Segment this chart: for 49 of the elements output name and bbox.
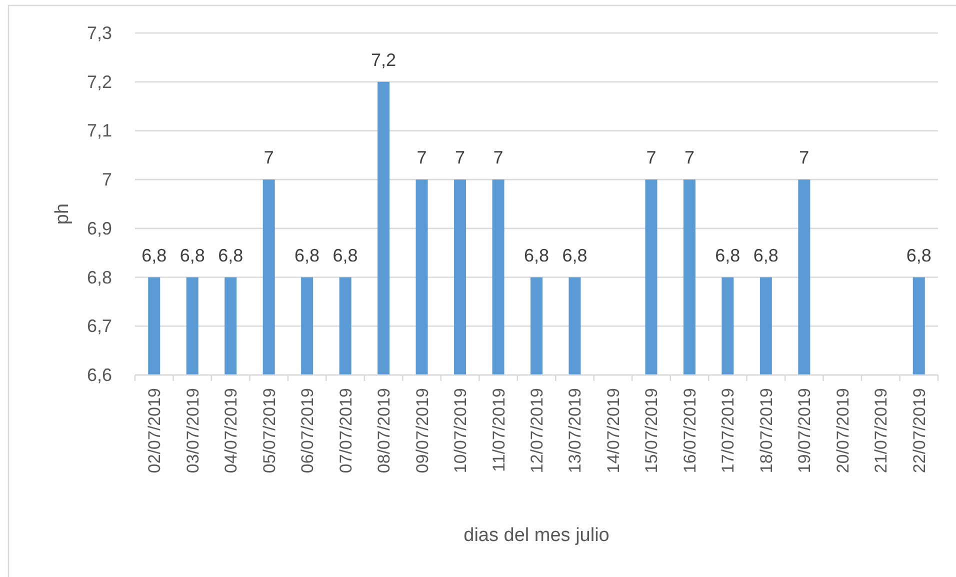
x-tick-label: 12/07/2019: [528, 388, 546, 474]
x-tick-label: 08/07/2019: [374, 388, 394, 474]
data-label: 6,8: [142, 245, 167, 266]
x-tick-label: 15/07/2019: [642, 388, 662, 474]
data-label: 6,8: [218, 245, 244, 266]
data-label: 6,8: [753, 245, 778, 266]
x-tick-label: 19/07/2019: [795, 388, 814, 474]
data-label: 7: [416, 148, 427, 168]
x-tick-label: 10/07/2019: [451, 388, 470, 474]
x-tick-label: 17/07/2019: [718, 388, 738, 474]
y-tick-label: 7,3: [86, 23, 112, 43]
x-axis-title: dias del mes julio: [464, 525, 610, 546]
x-tick-label: 09/07/2019: [412, 388, 432, 474]
y-tick-label: 6,8: [86, 267, 112, 288]
data-label: 7,2: [371, 50, 396, 70]
x-tick-label: 16/07/2019: [680, 388, 700, 474]
x-tick-label: 20/07/2019: [833, 388, 852, 474]
x-tick-label: 22/07/2019: [910, 388, 929, 474]
x-tick-label: 11/07/2019: [489, 388, 508, 472]
data-label: 6,8: [180, 245, 205, 266]
x-tick-label: 04/07/2019: [222, 388, 241, 474]
x-tick-label: 14/07/2019: [604, 388, 623, 474]
data-label: 6,8: [332, 245, 358, 266]
x-tick-label: 02/07/2019: [145, 388, 164, 474]
data-label: 6,8: [715, 245, 740, 266]
x-tick-label: 21/07/2019: [872, 388, 891, 474]
x-tick-label: 05/07/2019: [260, 388, 279, 474]
x-tick-label: 13/07/2019: [566, 388, 585, 474]
x-tick-label: 18/07/2019: [756, 388, 776, 474]
y-tick-label: 7,2: [86, 72, 112, 92]
data-label: 6,8: [906, 245, 932, 266]
data-label: 7: [646, 148, 656, 168]
data-label: 6,8: [294, 245, 320, 266]
data-label: 7: [799, 148, 810, 168]
data-label: 7: [264, 148, 274, 168]
data-label: 6,8: [562, 245, 588, 266]
y-tick-label: 6,7: [86, 316, 112, 336]
data-label: 6,8: [524, 245, 550, 266]
y-tick-label: 6,6: [86, 365, 112, 385]
y-tick-label: 6,9: [86, 218, 112, 238]
data-label: 7: [493, 148, 504, 168]
y-tick-label: 7: [102, 170, 112, 190]
data-label: 7: [684, 148, 694, 168]
data-label: 7: [455, 148, 466, 168]
y-axis-title: ph: [52, 203, 73, 225]
y-tick-label: 7,1: [86, 120, 112, 141]
x-tick-label: 03/07/2019: [183, 388, 202, 474]
x-tick-label: 06/07/2019: [298, 388, 318, 474]
x-tick-label: 07/07/2019: [336, 388, 356, 474]
